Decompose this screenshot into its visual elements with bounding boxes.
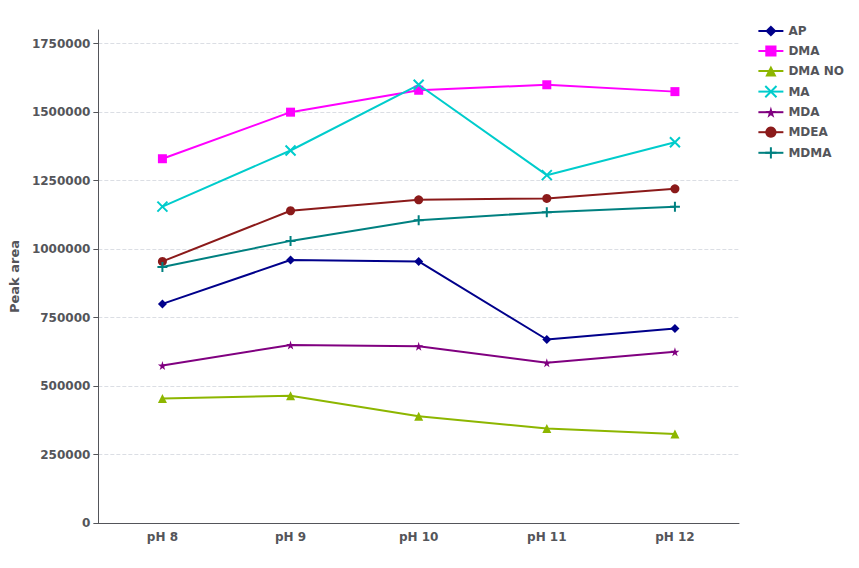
svg-text:Peak area: Peak area (7, 240, 22, 313)
svg-text:1750000: 1750000 (32, 37, 90, 51)
svg-text:750000: 750000 (40, 311, 90, 325)
svg-text:pH 12: pH 12 (655, 530, 695, 544)
svg-text:MDEA: MDEA (788, 125, 828, 139)
svg-text:MA: MA (788, 85, 810, 99)
svg-text:pH 10: pH 10 (399, 530, 439, 544)
svg-text:1250000: 1250000 (32, 174, 90, 188)
svg-text:DMA NO: DMA NO (788, 64, 844, 78)
svg-text:pH 8: pH 8 (147, 530, 178, 544)
svg-text:250000: 250000 (40, 448, 90, 462)
svg-text:pH 11: pH 11 (527, 530, 567, 544)
svg-text:0: 0 (82, 516, 90, 530)
svg-text:1000000: 1000000 (32, 242, 90, 256)
svg-text:pH 9: pH 9 (275, 530, 306, 544)
svg-text:AP: AP (788, 24, 806, 38)
svg-text:DMA: DMA (788, 44, 820, 58)
svg-text:MDA: MDA (788, 105, 820, 119)
svg-text:1500000: 1500000 (32, 105, 90, 119)
svg-text:500000: 500000 (40, 379, 90, 393)
svg-text:MDMA: MDMA (788, 146, 832, 160)
